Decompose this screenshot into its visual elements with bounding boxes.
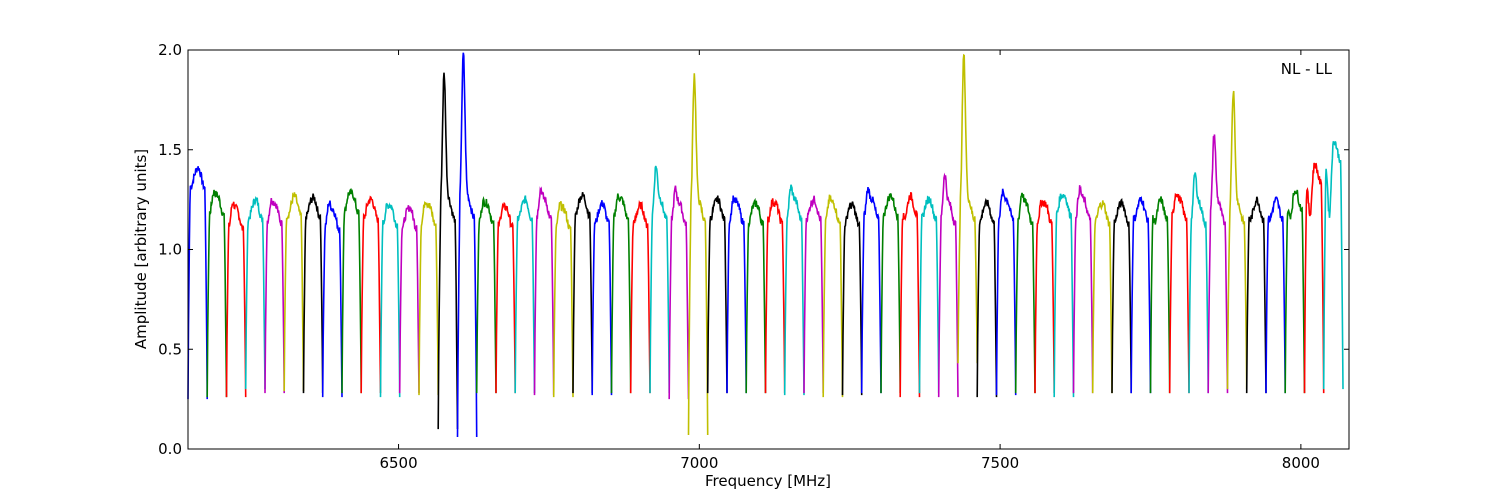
channel-series-line <box>1091 200 1113 394</box>
x-tick-label: 6500 <box>379 454 417 472</box>
y-axis-ticks: 0.0 0.5 1.0 1.5 2.0 <box>158 41 1349 458</box>
annotation-label: NL - LL <box>1281 60 1333 78</box>
channel-series-line <box>225 201 247 398</box>
channel-series-line <box>1322 141 1344 390</box>
channel-series-line <box>1014 192 1036 394</box>
channel-series-line <box>302 193 324 394</box>
channel-series-line <box>610 193 632 394</box>
channel-series-line <box>726 195 747 394</box>
channel-series-line <box>514 195 536 394</box>
channel-series-line <box>398 205 420 394</box>
channel-series-line <box>841 201 863 396</box>
channel-series-line <box>1034 199 1055 394</box>
channel-series-line <box>629 199 651 394</box>
series-layer <box>187 52 1344 438</box>
channel-series-line <box>687 73 709 436</box>
channel-series-line <box>764 198 786 394</box>
x-axis-ticks: 6500 7000 7500 8000 <box>379 50 1320 472</box>
channel-series-line <box>341 187 362 394</box>
channel-series-line <box>706 195 728 394</box>
channel-series-line <box>206 189 228 398</box>
channel-series-line <box>475 195 497 394</box>
x-tick-label: 7500 <box>981 454 1019 472</box>
channel-series-line <box>456 52 478 438</box>
channel-series-line <box>1303 162 1325 394</box>
channel-series-line <box>860 187 882 394</box>
channel-series-line <box>437 72 459 430</box>
channel-series-line <box>745 197 767 394</box>
channel-series-line <box>995 188 1017 396</box>
channel-series-line <box>803 195 824 394</box>
channel-series-line <box>1188 172 1209 394</box>
channel-series-line <box>1265 196 1286 394</box>
y-tick-label: 2.0 <box>158 41 182 59</box>
channel-series-line <box>187 166 208 400</box>
channel-series-line <box>379 202 401 398</box>
channel-series-line <box>533 186 555 396</box>
y-tick-label: 0.0 <box>158 440 182 458</box>
channel-series-line <box>495 201 516 394</box>
channel-series-line <box>591 200 613 396</box>
channel-series-line <box>1245 196 1267 394</box>
channel-series-line <box>552 201 574 398</box>
channel-series-line <box>1149 196 1171 394</box>
channel-series-line <box>1284 189 1306 394</box>
y-axis-label: Amplitude [arbitrary units] <box>132 149 150 349</box>
channel-series-line <box>244 196 266 390</box>
channel-series-line <box>264 198 285 394</box>
channel-series-line <box>976 197 998 398</box>
x-tick-label: 7000 <box>680 454 718 472</box>
channel-series-line <box>1053 193 1075 398</box>
channel-series-line <box>572 192 593 394</box>
y-tick-label: 1.5 <box>158 141 182 159</box>
channel-series-line <box>1111 198 1132 394</box>
channel-series-line <box>1168 192 1190 394</box>
channel-series-line <box>321 200 343 398</box>
channel-series-line <box>957 53 978 364</box>
channel-series-line <box>822 194 844 398</box>
channel-series-line <box>360 195 382 394</box>
channel-series-line <box>937 172 959 398</box>
channel-series-line <box>918 195 940 394</box>
channel-series-line <box>1130 195 1152 394</box>
x-tick-label: 8000 <box>1282 454 1320 472</box>
channel-series-line <box>418 200 439 396</box>
channel-series-line <box>899 191 921 398</box>
channel-series-line <box>283 192 305 392</box>
channel-series-line <box>783 184 805 396</box>
channel-series-line <box>1226 90 1248 390</box>
x-axis-label: Frequency [MHz] <box>705 472 831 490</box>
channel-series-line <box>668 185 690 400</box>
channel-series-line <box>1072 185 1094 394</box>
y-tick-label: 1.0 <box>158 241 182 259</box>
channel-series-line <box>880 193 901 394</box>
channel-series-line <box>649 165 670 394</box>
y-tick-label: 0.5 <box>158 340 182 358</box>
channel-series-line <box>1207 134 1229 394</box>
